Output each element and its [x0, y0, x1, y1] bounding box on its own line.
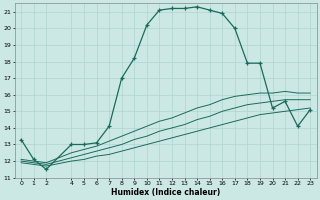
X-axis label: Humidex (Indice chaleur): Humidex (Indice chaleur) [111, 188, 220, 197]
